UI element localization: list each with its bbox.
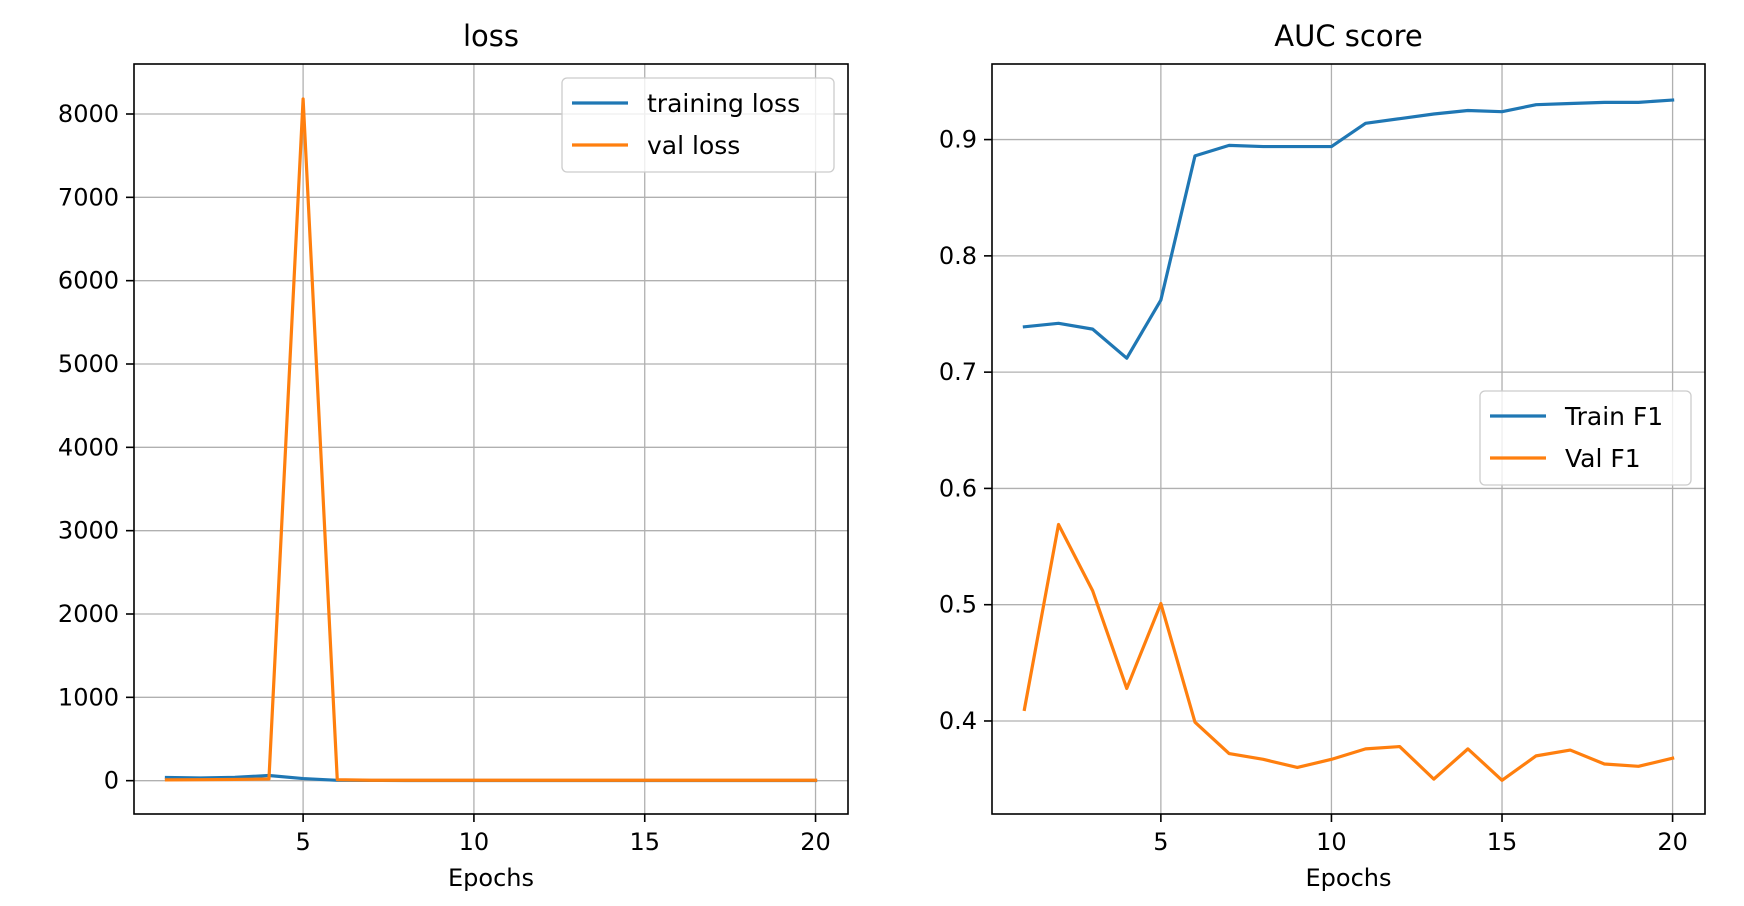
y-tick-label: 6000 [58,267,119,295]
y-tick-label: 2000 [58,600,119,628]
legend-label: Val F1 [1565,444,1641,473]
chart-title: AUC score [1274,19,1422,53]
x-tick-label: 10 [1316,828,1347,856]
x-tick-label: 15 [1487,828,1518,856]
y-tick-label: 0.6 [939,474,977,502]
y-tick-label: 0.5 [939,591,977,619]
y-tick-label: 0.4 [939,707,977,735]
chart-title: loss [463,19,519,53]
legend-label: Train F1 [1564,402,1663,431]
y-tick-label: 7000 [58,183,119,211]
plot-frame [133,63,849,815]
legend-label: training loss [647,89,800,118]
x-tick-label: 5 [1153,828,1168,856]
y-tick-label: 8000 [58,100,119,128]
x-tick-label: 10 [459,828,490,856]
series-line-train-f1 [1022,98,1675,360]
chart-panel-2: 5 10 15 20 0.4 0.5 0.6 0.7 0.8 0.9 AUC score Epochs… [939,19,1706,892]
y-tick-label: 5000 [58,350,119,378]
y-tick-label: 0.7 [939,358,977,386]
legend: training loss val loss [561,77,835,173]
legend-label: val loss [647,131,740,160]
x-tick-label: 15 [629,828,660,856]
y-tick-label: 4000 [58,433,119,461]
x-axis-label: Epochs [1306,864,1392,892]
x-tick-label: 5 [295,828,310,856]
series-line-val-loss [164,97,818,782]
y-tick-label: 3000 [58,517,119,545]
x-axis-label: Epochs [448,864,534,892]
x-tick-label: 20 [800,828,831,856]
series-line-val-f1 [1022,522,1675,782]
y-tick-label: 0 [104,767,119,795]
legend: Train F1 Val F1 [1479,390,1692,486]
y-tick-label: 0.8 [939,242,977,270]
chart-panel-1: 5 10 15 20 0 1000 2000 3000 4000 5000 6000 7000 8000… [58,19,849,892]
y-tick-label: 1000 [58,683,119,711]
y-tick-label: 0.9 [939,126,977,154]
plot-frame [991,63,1706,815]
x-tick-label: 20 [1657,828,1688,856]
